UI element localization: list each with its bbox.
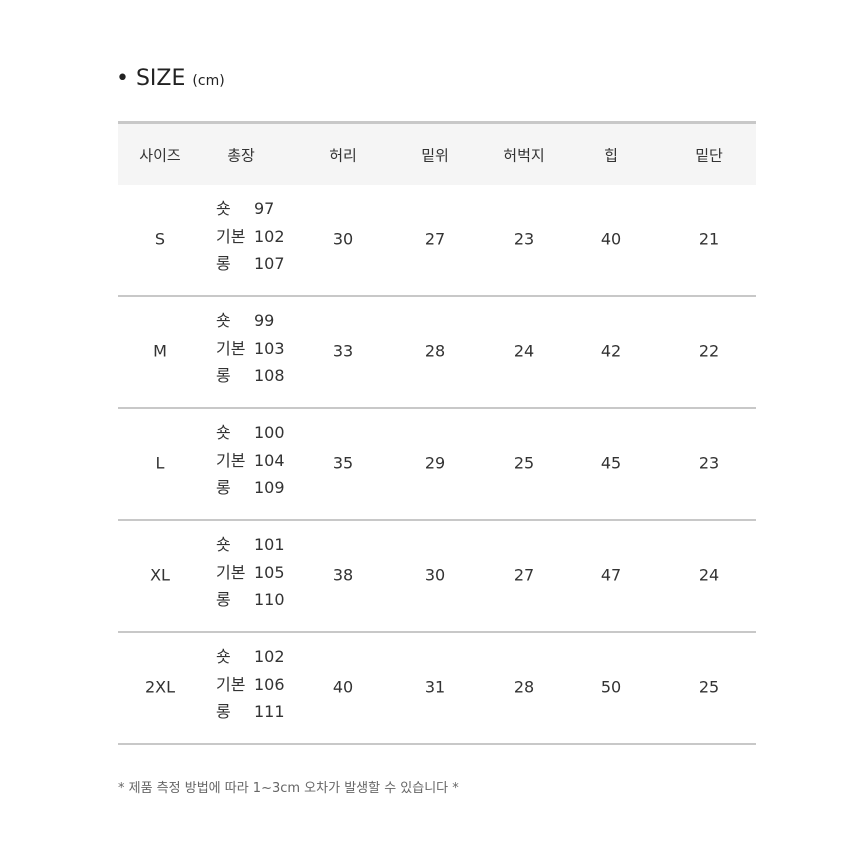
size-cell: XL xyxy=(150,565,170,585)
length-option: 기본 104 xyxy=(216,447,285,475)
length-type: 기본 xyxy=(216,674,246,694)
length-value: 99 xyxy=(254,311,275,330)
length-value: 105 xyxy=(254,562,285,582)
length-value: 108 xyxy=(254,366,285,385)
length-value: 109 xyxy=(254,478,285,497)
size-cell: S xyxy=(154,229,166,249)
table-row: 2XL 숏 102 기본 106 롱 111 40 31 28 50 25 xyxy=(118,631,756,745)
hem-cell: 24 xyxy=(698,565,720,585)
length-value: 100 xyxy=(254,423,285,442)
length-value: 106 xyxy=(254,674,285,694)
title-label: • SIZE xyxy=(116,66,186,91)
length-type: 기본 xyxy=(216,450,246,470)
length-type: 숏 xyxy=(216,199,231,218)
rise-cell: 28 xyxy=(424,341,446,361)
length-option: 숏 102 xyxy=(216,643,285,671)
length-cell: 숏 101 기본 105 롱 110 xyxy=(216,531,285,614)
size-cell: L xyxy=(155,453,165,473)
header-hip: 힙 xyxy=(604,146,618,164)
length-type: 숏 xyxy=(216,311,231,330)
header-thigh: 허벅지 xyxy=(503,146,545,164)
length-type: 숏 xyxy=(216,535,231,554)
hem-cell: 22 xyxy=(698,341,720,361)
size-cell: M xyxy=(153,341,167,361)
header-rise: 밑위 xyxy=(421,146,449,164)
length-option: 롱 109 xyxy=(216,474,285,502)
length-option: 숏 97 xyxy=(216,195,285,223)
waist-cell: 33 xyxy=(332,341,354,361)
thigh-cell: 23 xyxy=(513,229,535,249)
length-type: 롱 xyxy=(216,590,231,609)
length-option: 기본 105 xyxy=(216,559,285,587)
waist-cell: 38 xyxy=(332,565,354,585)
waist-cell: 40 xyxy=(332,677,354,697)
hem-cell: 25 xyxy=(698,677,720,697)
length-value: 110 xyxy=(254,590,285,609)
length-type: 기본 xyxy=(216,338,246,358)
length-option: 숏 101 xyxy=(216,531,285,559)
length-cell: 숏 97 기본 102 롱 107 xyxy=(216,195,285,278)
rise-cell: 29 xyxy=(424,453,446,473)
hem-cell: 23 xyxy=(698,453,720,473)
length-option: 숏 100 xyxy=(216,419,285,447)
length-value: 103 xyxy=(254,338,285,358)
table-row: XL 숏 101 기본 105 롱 110 38 30 27 47 24 xyxy=(118,519,756,633)
header-waist: 허리 xyxy=(329,146,357,164)
length-value: 107 xyxy=(254,254,285,273)
length-cell: 숏 102 기본 106 롱 111 xyxy=(216,643,285,726)
table-row: S 숏 97 기본 102 롱 107 30 27 23 40 21 xyxy=(118,183,756,297)
table-row: M 숏 99 기본 103 롱 108 33 28 24 42 22 xyxy=(118,295,756,409)
length-value: 102 xyxy=(254,226,285,246)
hip-cell: 47 xyxy=(600,565,622,585)
length-cell: 숏 100 기본 104 롱 109 xyxy=(216,419,285,502)
hip-cell: 50 xyxy=(600,677,622,697)
length-value: 102 xyxy=(254,647,285,666)
rise-cell: 27 xyxy=(424,229,446,249)
table-header: 사이즈 총장 허리 밑위 허벅지 힙 밑단 xyxy=(118,121,756,185)
length-option: 기본 102 xyxy=(216,223,285,251)
thigh-cell: 25 xyxy=(513,453,535,473)
length-option: 기본 106 xyxy=(216,671,285,699)
length-cell: 숏 99 기본 103 롱 108 xyxy=(216,307,285,390)
length-option: 롱 110 xyxy=(216,586,285,614)
rise-cell: 30 xyxy=(424,565,446,585)
title-unit: (cm) xyxy=(192,73,225,89)
thigh-cell: 27 xyxy=(513,565,535,585)
header-size: 사이즈 xyxy=(139,146,181,164)
waist-cell: 35 xyxy=(332,453,354,473)
length-type: 롱 xyxy=(216,254,231,273)
size-cell: 2XL xyxy=(144,677,176,697)
thigh-cell: 28 xyxy=(513,677,535,697)
measurement-note: * 제품 측정 방법에 따라 1~3cm 오차가 발생할 수 있습니다 * xyxy=(118,781,459,796)
length-value: 111 xyxy=(254,702,285,721)
hip-cell: 45 xyxy=(600,453,622,473)
length-option: 기본 103 xyxy=(216,335,285,363)
length-type: 기본 xyxy=(216,226,246,246)
length-option: 롱 108 xyxy=(216,362,285,390)
length-option: 숏 99 xyxy=(216,307,285,335)
length-type: 기본 xyxy=(216,562,246,582)
hip-cell: 42 xyxy=(600,341,622,361)
length-type: 롱 xyxy=(216,366,231,385)
table-row: L 숏 100 기본 104 롱 109 35 29 25 45 23 xyxy=(118,407,756,521)
waist-cell: 30 xyxy=(332,229,354,249)
header-length: 총장 xyxy=(227,146,255,164)
size-title: • SIZE (cm) xyxy=(116,66,225,91)
length-type: 숏 xyxy=(216,423,231,442)
length-value: 104 xyxy=(254,450,285,470)
length-type: 숏 xyxy=(216,647,231,666)
length-option: 롱 111 xyxy=(216,698,285,726)
hip-cell: 40 xyxy=(600,229,622,249)
rise-cell: 31 xyxy=(424,677,446,697)
length-type: 롱 xyxy=(216,702,231,721)
length-value: 97 xyxy=(254,199,275,218)
thigh-cell: 24 xyxy=(513,341,535,361)
length-value: 101 xyxy=(254,535,285,554)
header-hem: 밑단 xyxy=(695,146,723,164)
length-type: 롱 xyxy=(216,478,231,497)
hem-cell: 21 xyxy=(698,229,720,249)
length-option: 롱 107 xyxy=(216,250,285,278)
